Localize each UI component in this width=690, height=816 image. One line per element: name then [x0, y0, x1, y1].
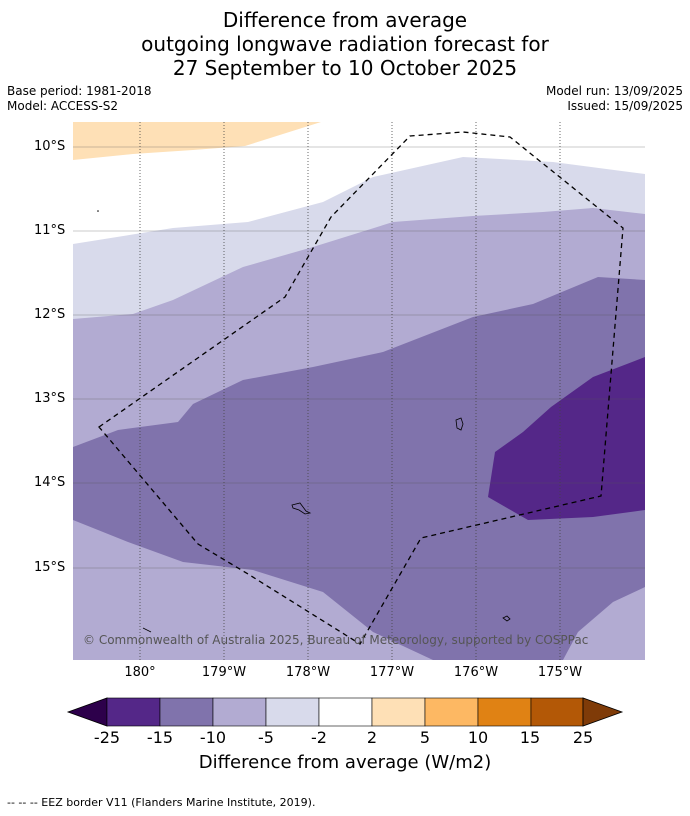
- latitude-gridlines: [73, 146, 645, 569]
- meta-right: Model run: 13/09/2025 Issued: 15/09/2025: [546, 84, 683, 114]
- lon-label-178w: 178°W: [285, 665, 331, 680]
- eez-footnote: -- -- -- EEZ border V11 (Flanders Marine…: [7, 796, 316, 809]
- island-east: [455, 417, 464, 431]
- colorbar-swatch-neg5-neg2: [265, 697, 320, 727]
- title-line-1: Difference from average: [222, 8, 468, 32]
- title-line-3: 27 September to 10 October 2025: [172, 56, 518, 80]
- lat-label-12s: 12°S: [34, 307, 66, 322]
- colorbar-tick-neg15: -15: [146, 728, 174, 747]
- colorbar-swatch-pos5-pos10: [424, 697, 479, 727]
- island-group-central: [291, 502, 312, 515]
- island-northwest-dot: [97, 210, 99, 212]
- model-name: Model: ACCESS-S2: [7, 99, 119, 113]
- base-period: Base period: 1981-2018: [7, 84, 152, 98]
- colorbar-title: Difference from average (W/m2): [198, 752, 492, 773]
- lon-label-176w: 176°W: [453, 665, 499, 680]
- colorbar-tick-pos5: 5: [419, 728, 431, 747]
- anomaly-fill-neg2-pos2: [73, 122, 645, 244]
- colorbar-tick-neg25: -25: [93, 728, 121, 747]
- map-area: [73, 122, 645, 660]
- map-title: Difference from average outgoing longwav…: [0, 8, 690, 80]
- colorbar-tick-pos2: 2: [366, 728, 378, 747]
- lon-label-180: 180°: [124, 665, 156, 680]
- colorbar: [66, 697, 624, 727]
- lat-label-15s: 15°S: [34, 560, 66, 575]
- anomaly-fill-pos2-pos5: [73, 122, 321, 160]
- eez-border: [98, 131, 624, 645]
- colorbar-swatch-neg25-neg15: [106, 697, 161, 727]
- colorbar-extend-max: [582, 697, 624, 727]
- lat-label-11s: 11°S: [34, 223, 66, 238]
- lat-label-10s: 10°S: [34, 139, 66, 154]
- colorbar-swatch-pos2-pos5: [371, 697, 426, 727]
- colorbar-tick-neg5: -5: [258, 728, 274, 747]
- island-south: [502, 615, 511, 622]
- lon-label-175w: 175°W: [537, 665, 583, 680]
- colorbar-swatch-pos10-pos15: [477, 697, 532, 727]
- colorbar-swatch-neg15-neg10: [159, 697, 214, 727]
- island-southwest: [142, 627, 152, 633]
- anomaly-fill-neg25-neg15: [488, 357, 645, 520]
- model-run: Model run: 13/09/2025: [545, 84, 683, 98]
- issued-date: Issued: 15/09/2025: [567, 99, 683, 113]
- title-line-2: outgoing longwave radiation forecast for: [141, 32, 549, 56]
- copyright-notice: © Commonwealth of Australia 2025, Bureau…: [83, 633, 589, 647]
- anomaly-fill-neg10-neg5-south: [563, 587, 645, 660]
- lat-label-14s: 14°S: [34, 475, 66, 490]
- colorbar-swatch-pos15-pos25: [530, 697, 584, 727]
- anomaly-fill-neg15-neg10: [73, 277, 645, 660]
- colorbar-tick-pos10: 10: [467, 728, 489, 747]
- anomaly-map: [73, 122, 645, 660]
- lat-label-13s: 13°S: [34, 391, 66, 406]
- colorbar-swatch-neg10-neg5: [212, 697, 267, 727]
- lon-label-179w: 179°W: [201, 665, 247, 680]
- colorbar-tick-neg2: -2: [311, 728, 327, 747]
- lon-label-177w: 177°W: [369, 665, 415, 680]
- meta-left: Base period: 1981-2018 Model: ACCESS-S2: [7, 84, 152, 114]
- colorbar-tick-pos25: 25: [572, 728, 594, 747]
- colorbar-tick-pos15: 15: [519, 728, 541, 747]
- colorbar-swatch-neg2-pos2: [318, 697, 373, 727]
- colorbar-tick-neg10: -10: [199, 728, 227, 747]
- colorbar-extend-min: [66, 697, 108, 727]
